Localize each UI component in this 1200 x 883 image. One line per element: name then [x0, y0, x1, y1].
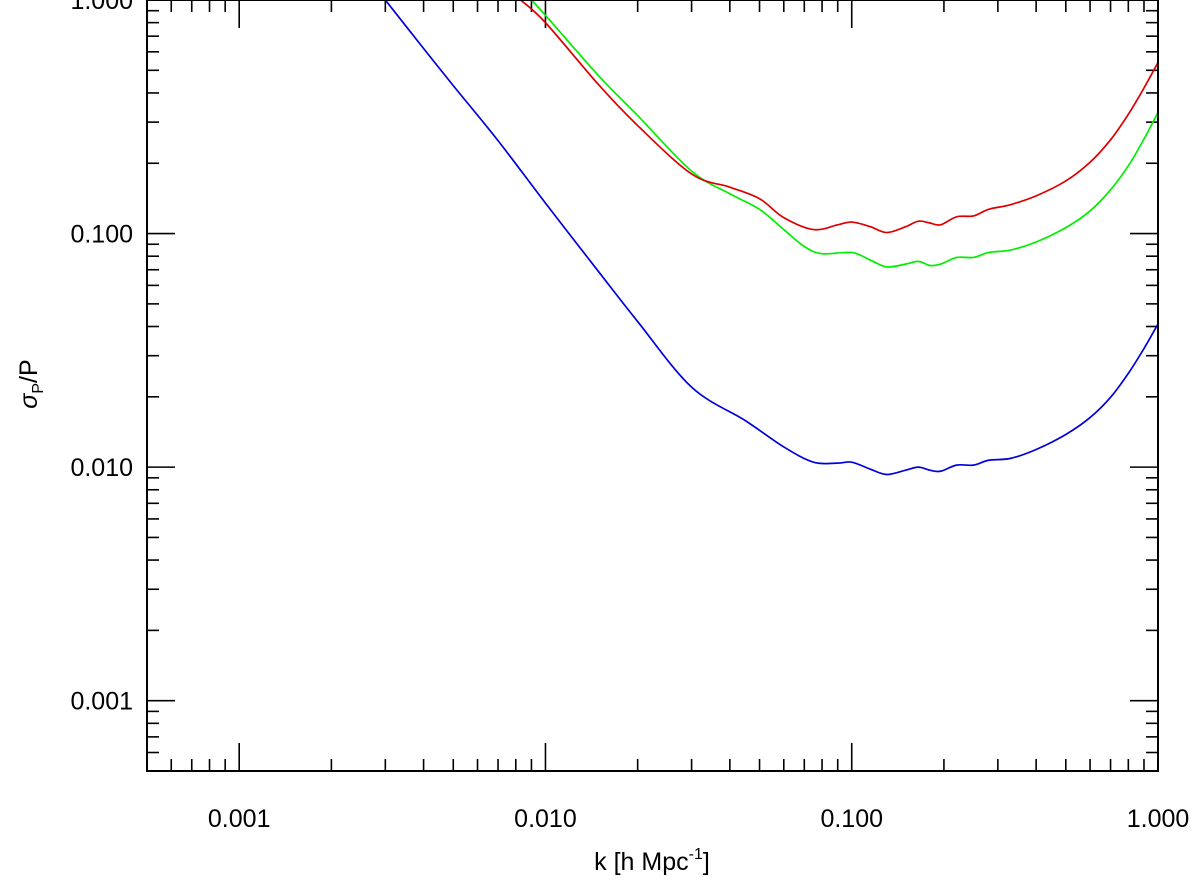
x-axis-title-base: k [h Mpc	[594, 848, 688, 876]
y-axis-title-sub: P	[30, 383, 47, 394]
series-group	[384, 0, 1158, 476]
plot-frame	[146, 0, 1159, 772]
y-axis-title: σP/P	[15, 359, 47, 408]
x-tick-label: 0.010	[514, 805, 577, 833]
series-line-3	[520, 0, 1158, 234]
series-line-1	[384, 0, 1158, 476]
x-axis-title-end: ]	[703, 848, 710, 876]
y-tick-label: 0.100	[70, 221, 133, 249]
x-axis-title: k [h Mpc-1]	[594, 846, 710, 876]
x-axis-title-sup: -1	[689, 846, 703, 863]
x-tick-label: 1.000	[1127, 805, 1190, 833]
x-tick-label: 0.100	[820, 805, 883, 833]
y-axis-title-end: /P	[15, 359, 43, 383]
tick-labels: 0.001 0.010 0.100 1.000 0.001 0.010 0.100 1.000	[70, 0, 1189, 833]
series-line-2	[530, 0, 1158, 268]
axis-ticks	[146, 0, 1159, 772]
x-tick-label: 0.001	[208, 805, 271, 833]
y-tick-label: 0.010	[70, 454, 133, 482]
y-axis-title-sym: σ	[15, 393, 43, 409]
y-tick-label: 1.000	[70, 0, 133, 15]
y-tick-label: 0.001	[70, 688, 133, 716]
